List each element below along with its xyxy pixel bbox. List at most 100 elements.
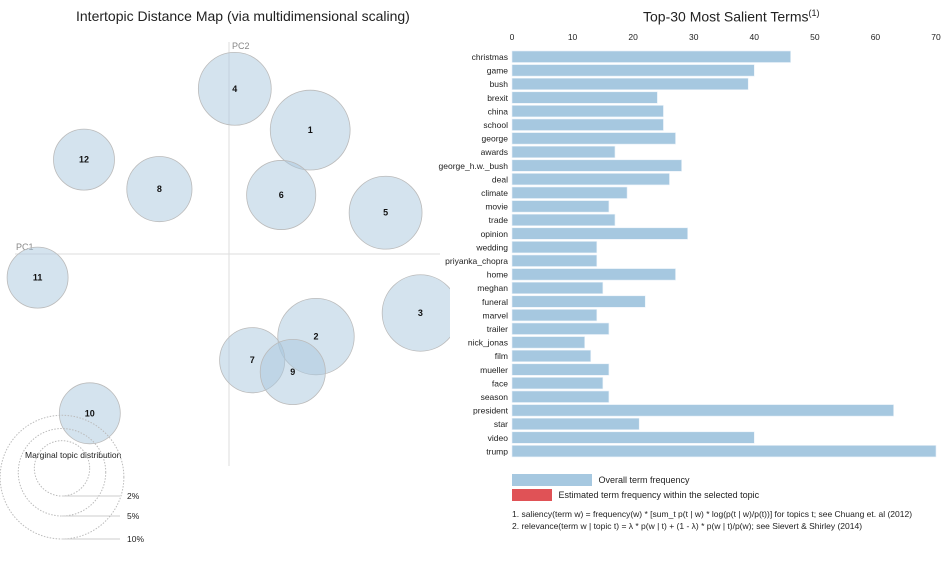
term-label[interactable]: mueller	[480, 365, 508, 375]
term-row[interactable]: video	[488, 431, 755, 444]
term-label[interactable]: movie	[485, 202, 508, 212]
term-label[interactable]: bush	[490, 79, 509, 89]
term-label[interactable]: star	[494, 419, 508, 429]
term-label[interactable]: wedding	[475, 242, 508, 252]
term-label[interactable]: china	[488, 106, 509, 116]
topic-circle-4[interactable]: 4	[197, 51, 272, 126]
topic-bubble[interactable]	[58, 382, 121, 445]
term-label[interactable]: climate	[481, 188, 508, 198]
term-label[interactable]: trade	[489, 215, 509, 225]
term-label[interactable]: marvel	[482, 310, 508, 320]
term-label[interactable]: meghan	[477, 283, 508, 293]
term-row[interactable]: season	[481, 390, 610, 403]
term-bar[interactable]	[511, 377, 604, 390]
term-row[interactable]: meghan	[477, 281, 604, 295]
term-bar[interactable]	[511, 281, 604, 295]
term-bar[interactable]	[511, 254, 598, 267]
term-label[interactable]: game	[487, 66, 509, 76]
term-row[interactable]: home	[487, 268, 676, 281]
topic-bubble[interactable]	[6, 246, 69, 309]
topic-bubble[interactable]	[259, 338, 326, 405]
term-label[interactable]: trailer	[487, 324, 508, 334]
term-row[interactable]: climate	[481, 186, 628, 199]
term-bar[interactable]	[511, 268, 676, 281]
term-bar[interactable]	[511, 445, 937, 458]
topic-circle-11[interactable]: 11	[6, 246, 69, 309]
term-row[interactable]: nick_jonas	[468, 336, 585, 349]
term-label[interactable]: priyanka_chopra	[445, 256, 508, 266]
term-bar[interactable]	[511, 241, 598, 254]
term-bar[interactable]	[511, 77, 749, 90]
topic-bubble[interactable]	[269, 89, 351, 171]
term-row[interactable]: trade	[489, 213, 616, 226]
term-bar[interactable]	[511, 349, 592, 363]
term-row[interactable]: awards	[481, 145, 616, 158]
topic-bubble[interactable]	[197, 51, 272, 126]
term-bar[interactable]	[511, 363, 610, 376]
term-row[interactable]: trailer	[487, 322, 610, 335]
term-label[interactable]: nick_jonas	[468, 338, 508, 348]
term-row[interactable]: film	[495, 349, 592, 363]
term-label[interactable]: home	[487, 270, 509, 280]
term-row[interactable]: opinion	[481, 227, 688, 240]
topic-circle-3[interactable]: 3	[381, 274, 450, 352]
term-bar[interactable]	[511, 50, 791, 63]
term-bar[interactable]	[511, 322, 610, 335]
term-row[interactable]: star	[494, 417, 640, 431]
term-row[interactable]: deal	[492, 173, 670, 186]
term-row[interactable]: movie	[485, 200, 610, 213]
topic-bubble[interactable]	[246, 160, 317, 230]
term-label[interactable]: funeral	[482, 297, 508, 307]
term-row[interactable]: bush	[490, 77, 749, 90]
topic-bubble[interactable]	[126, 156, 193, 223]
term-label[interactable]: trump	[486, 446, 508, 456]
term-row[interactable]: george	[482, 132, 676, 145]
term-row[interactable]: china	[488, 105, 664, 118]
term-label[interactable]: season	[481, 392, 509, 402]
term-label[interactable]: video	[488, 433, 509, 443]
term-bar[interactable]	[511, 200, 610, 213]
term-row[interactable]: mueller	[480, 363, 610, 376]
term-bar[interactable]	[511, 227, 688, 240]
topic-circle-5[interactable]: 5	[348, 175, 423, 250]
term-row[interactable]: president	[473, 404, 894, 417]
term-bar[interactable]	[511, 431, 755, 444]
term-bar[interactable]	[511, 417, 640, 431]
term-row[interactable]: marvel	[482, 309, 598, 322]
term-bar[interactable]	[511, 186, 628, 199]
term-label[interactable]: president	[473, 406, 509, 416]
topic-bubble[interactable]	[53, 128, 115, 191]
term-bar[interactable]	[511, 295, 646, 308]
term-row[interactable]: christmas	[472, 50, 791, 63]
term-bar[interactable]	[511, 159, 682, 172]
term-bar[interactable]	[511, 390, 610, 403]
term-bar[interactable]	[511, 173, 670, 186]
term-row[interactable]: george_h.w._bush	[439, 159, 682, 172]
topic-bubble[interactable]	[381, 274, 450, 352]
term-row[interactable]: school	[483, 118, 664, 131]
term-row[interactable]: funeral	[482, 295, 646, 308]
topic-circle-8[interactable]: 8	[126, 156, 193, 223]
term-label[interactable]: opinion	[481, 229, 509, 239]
term-row[interactable]: priyanka_chopra	[445, 254, 598, 267]
term-label[interactable]: brexit	[487, 93, 508, 103]
term-label[interactable]: face	[492, 378, 508, 388]
term-label[interactable]: christmas	[472, 52, 508, 62]
term-label[interactable]: film	[495, 351, 508, 361]
term-bar[interactable]	[511, 213, 616, 226]
term-bar[interactable]	[511, 64, 755, 77]
term-bar[interactable]	[511, 336, 585, 349]
term-row[interactable]: brexit	[487, 91, 658, 104]
topic-circle-1[interactable]: 1	[269, 89, 351, 171]
term-bar[interactable]	[511, 309, 598, 322]
topic-circle-6[interactable]: 6	[246, 160, 317, 230]
term-label[interactable]: school	[483, 120, 508, 130]
term-label[interactable]: george	[482, 134, 509, 144]
term-bar[interactable]	[511, 145, 616, 158]
term-bar[interactable]	[511, 105, 664, 118]
term-bar[interactable]	[511, 118, 664, 131]
topic-circle-9[interactable]: 9	[259, 338, 326, 405]
topic-bubble[interactable]	[348, 175, 423, 250]
term-label[interactable]: deal	[492, 174, 508, 184]
topic-circle-12[interactable]: 12	[53, 128, 115, 191]
